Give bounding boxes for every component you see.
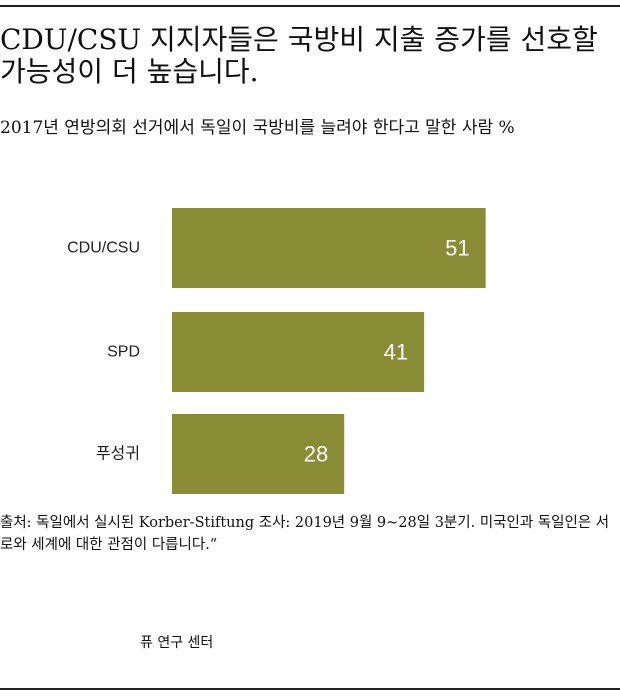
category-label: 푸성귀 bbox=[96, 445, 140, 463]
value-label: 41 bbox=[384, 340, 408, 365]
top-rule bbox=[0, 5, 620, 7]
bar-chart: CDU/CSU 51 SPD 41 푸성귀 28 bbox=[67, 208, 486, 494]
source-note: 출처: 독일에서 실시된 Korber-Stiftung 조사: 2019년 9… bbox=[0, 515, 610, 553]
bottom-rule bbox=[0, 688, 620, 690]
chart-subtitle: 2017년 연방의회 선거에서 독일이 국방비를 늘려야 한다고 말한 사람 % bbox=[0, 118, 515, 138]
credit-line: 퓨 연구 센터 bbox=[140, 635, 214, 651]
value-label: 28 bbox=[304, 442, 328, 467]
category-label: SPD bbox=[107, 344, 140, 361]
bar-1 bbox=[172, 208, 486, 288]
value-label: 51 bbox=[445, 236, 469, 261]
chart-title: CDU/CSU 지지자들은 국방비 지출 증가를 선호할 가능성이 더 높습니다… bbox=[0, 23, 598, 88]
bar-3 bbox=[172, 414, 345, 494]
category-label: CDU/CSU bbox=[67, 240, 140, 257]
bar-2 bbox=[172, 312, 425, 392]
